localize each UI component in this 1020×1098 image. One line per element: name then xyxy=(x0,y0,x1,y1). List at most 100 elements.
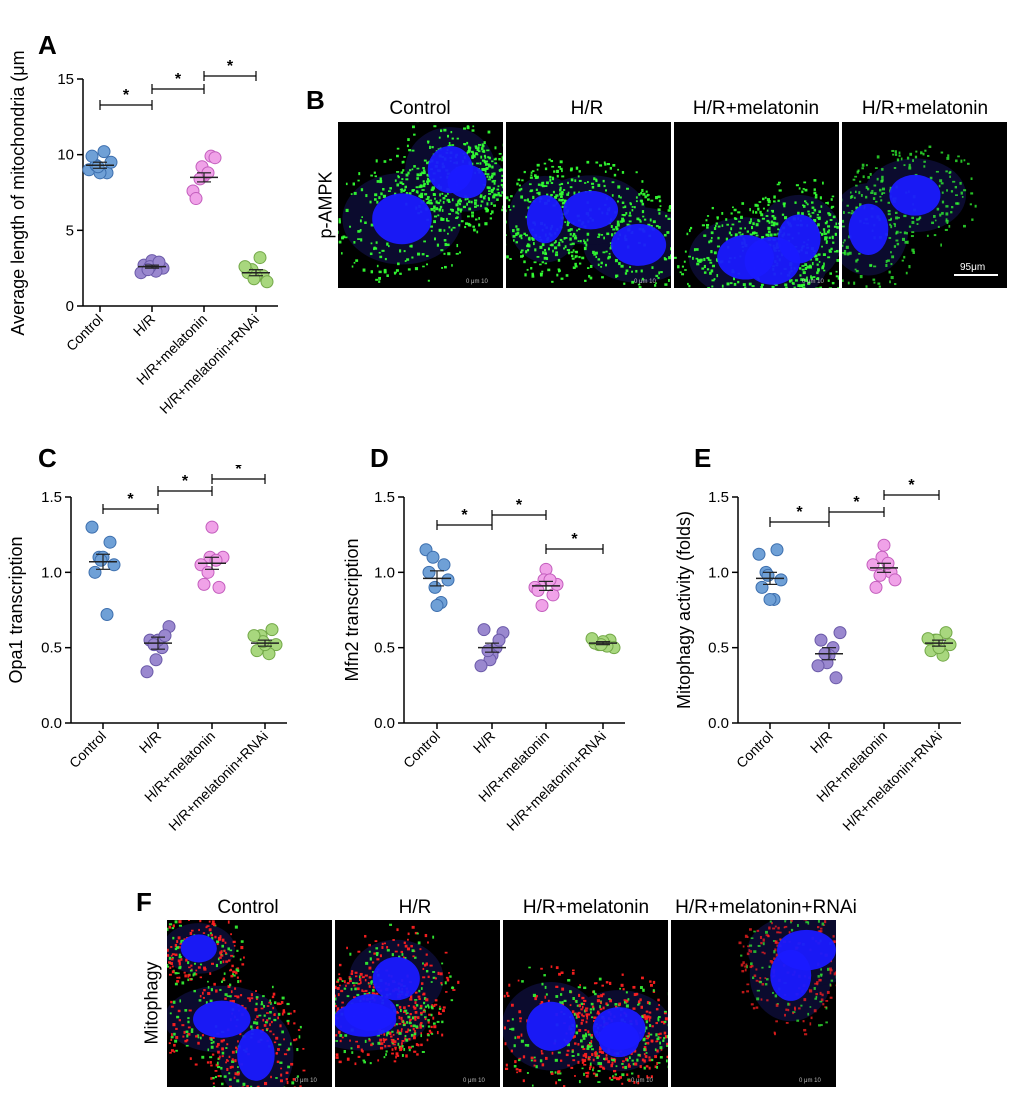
signal-puncta xyxy=(168,973,172,976)
nucleus xyxy=(335,1002,397,1037)
signal-puncta xyxy=(656,1062,658,1066)
signal-puncta xyxy=(354,975,358,978)
data-point xyxy=(197,577,211,591)
signal-puncta xyxy=(542,251,544,255)
signal-puncta xyxy=(554,240,557,243)
signal-puncta xyxy=(801,190,804,194)
signal-puncta xyxy=(523,260,526,264)
signal-puncta xyxy=(766,198,771,202)
signal-puncta xyxy=(625,1004,629,1008)
signal-puncta xyxy=(833,940,836,943)
signal-puncta xyxy=(511,1027,515,1031)
signal-puncta xyxy=(462,205,467,209)
signal-puncta xyxy=(800,278,804,281)
signal-puncta xyxy=(217,957,220,961)
signal-puncta xyxy=(583,239,585,243)
signal-puncta xyxy=(263,1081,268,1086)
signal-puncta xyxy=(475,153,478,156)
signal-puncta xyxy=(537,183,541,186)
data-point xyxy=(877,538,891,552)
signal-puncta xyxy=(774,948,777,952)
signal-puncta xyxy=(563,1085,566,1087)
signal-puncta xyxy=(773,957,776,960)
signal-puncta xyxy=(508,983,511,987)
signal-puncta xyxy=(428,199,433,202)
signal-puncta xyxy=(648,1059,652,1062)
signal-puncta xyxy=(733,208,737,212)
data-point xyxy=(247,272,261,286)
signal-puncta xyxy=(850,212,854,215)
x-tick-label: H/R+melatonin+RNAi xyxy=(503,728,609,834)
signal-puncta xyxy=(362,268,366,272)
signal-puncta xyxy=(657,1033,661,1036)
signal-puncta xyxy=(628,1079,631,1083)
signal-puncta xyxy=(171,965,174,968)
signal-puncta xyxy=(628,1056,631,1060)
significance-star: * xyxy=(227,58,234,75)
signal-puncta xyxy=(645,1010,649,1013)
signal-puncta xyxy=(411,168,414,171)
signal-puncta xyxy=(941,191,944,194)
signal-puncta xyxy=(178,953,181,957)
signal-puncta xyxy=(954,185,958,189)
signal-puncta xyxy=(741,233,744,236)
y-tick-label: 1.5 xyxy=(708,489,729,506)
signal-puncta xyxy=(377,1059,380,1062)
signal-puncta xyxy=(533,1059,537,1062)
signal-puncta xyxy=(611,181,615,184)
signal-puncta xyxy=(526,268,529,271)
signal-puncta xyxy=(777,926,780,930)
signal-puncta xyxy=(489,213,492,215)
signal-puncta xyxy=(487,163,490,166)
signal-puncta xyxy=(765,934,769,937)
signal-puncta xyxy=(536,175,539,179)
signal-puncta xyxy=(659,1032,662,1035)
signal-puncta xyxy=(450,131,453,134)
signal-puncta xyxy=(582,1034,586,1038)
signal-puncta xyxy=(762,197,765,201)
signal-puncta xyxy=(615,227,619,231)
signal-puncta xyxy=(610,1057,613,1060)
signal-puncta xyxy=(482,196,486,200)
signal-puncta xyxy=(540,1050,543,1053)
signal-puncta xyxy=(477,146,480,150)
signal-puncta xyxy=(400,1028,403,1030)
signal-puncta xyxy=(779,938,782,941)
signal-puncta xyxy=(422,265,425,268)
signal-puncta xyxy=(216,943,219,946)
signal-puncta xyxy=(855,269,859,273)
signal-puncta xyxy=(266,1012,269,1014)
signal-puncta xyxy=(802,1020,805,1023)
signal-puncta xyxy=(817,223,820,227)
signal-puncta xyxy=(597,258,601,261)
signal-puncta xyxy=(813,179,817,182)
data-point xyxy=(253,251,267,265)
signal-puncta xyxy=(887,259,890,262)
signal-puncta xyxy=(409,245,412,248)
signal-puncta xyxy=(375,992,379,995)
signal-puncta xyxy=(560,277,564,280)
signal-puncta xyxy=(581,996,585,1000)
signal-puncta xyxy=(575,255,578,258)
signal-puncta xyxy=(831,281,835,285)
signal-puncta xyxy=(215,1063,219,1067)
signal-puncta xyxy=(873,281,876,284)
signal-puncta xyxy=(775,1003,779,1007)
signal-puncta xyxy=(760,941,763,945)
signal-puncta xyxy=(287,1021,290,1025)
signal-puncta xyxy=(221,1047,224,1051)
signal-puncta xyxy=(578,993,581,997)
signal-puncta xyxy=(398,955,401,958)
signal-puncta xyxy=(486,202,489,206)
signal-puncta xyxy=(641,210,645,214)
signal-puncta xyxy=(764,977,767,979)
signal-puncta xyxy=(573,232,575,235)
signal-puncta xyxy=(474,199,478,202)
signal-puncta xyxy=(761,217,766,220)
signal-puncta xyxy=(423,170,426,174)
signal-puncta xyxy=(605,1057,608,1061)
signal-puncta xyxy=(716,216,719,219)
signal-puncta xyxy=(577,1060,580,1064)
signal-puncta xyxy=(187,1020,190,1024)
signal-puncta xyxy=(688,228,691,233)
